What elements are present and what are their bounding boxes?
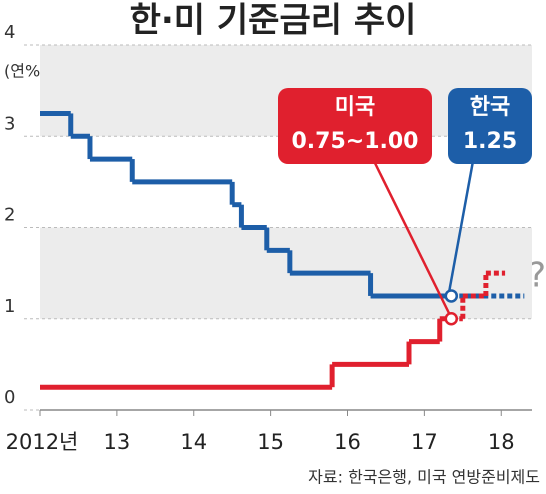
x-tick-label: 14 [180, 430, 207, 454]
source: 자료: 한국은행, 미국 연방준비제도 [308, 468, 540, 487]
callout-value: 1.25 [463, 129, 517, 154]
annotation: ? [528, 256, 546, 296]
y-tick-label: 1 [4, 296, 15, 317]
grid-band [40, 227, 532, 319]
callout-value: 0.75~1.00 [292, 129, 419, 154]
callout-box [448, 88, 532, 164]
y-tick-label: 4 [4, 22, 15, 43]
x-tick-label: 18 [488, 430, 515, 454]
callout-pointer [448, 159, 475, 292]
y-unit: (연%) [4, 62, 46, 81]
callout-box [278, 88, 432, 164]
endpoint [444, 289, 459, 303]
x-tick-label: 17 [411, 430, 438, 454]
x-tick-label: 2012년 [6, 430, 79, 454]
x-tick-label: 15 [257, 430, 284, 454]
x-tick-label: 13 [104, 430, 131, 454]
callout-name: 한국 [470, 95, 510, 120]
x-tick-label: 16 [334, 430, 361, 454]
plot [40, 110, 525, 390]
endpoint [444, 312, 459, 326]
callout-name: 미국 [335, 95, 375, 120]
y-tick-label: 2 [4, 205, 15, 226]
y-tick-label: 0 [4, 387, 15, 408]
chart-title: 한·미 기준금리 추이 [130, 1, 417, 41]
y-tick-label: 3 [4, 113, 15, 134]
callout-pointer [372, 159, 451, 315]
